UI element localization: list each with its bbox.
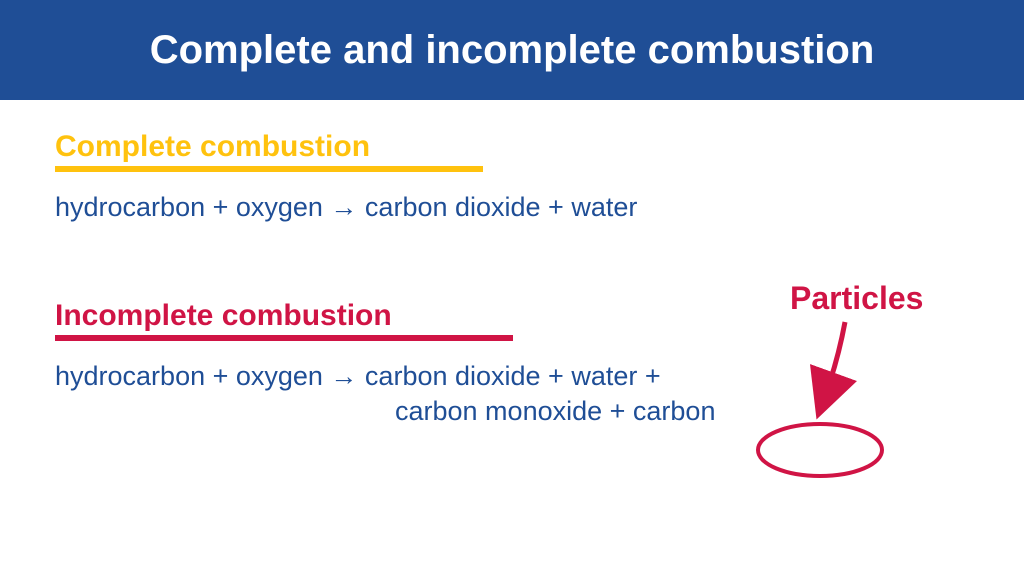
incomplete-equation-line2: carbon monoxide + carbon xyxy=(55,396,969,427)
particles-annotation: Particles xyxy=(790,280,923,317)
complete-equation: hydrocarbon + oxygen → carbon dioxide + … xyxy=(55,192,969,223)
complete-section: Complete combustion hydrocarbon + oxygen… xyxy=(55,130,969,223)
incomplete-underline xyxy=(55,335,513,341)
page-title: Complete and incomplete combustion xyxy=(150,28,875,73)
incomplete-section: Incomplete combustion hydrocarbon + oxyg… xyxy=(55,299,969,427)
carbon-highlight-ellipse xyxy=(758,424,882,476)
header-banner: Complete and incomplete combustion xyxy=(0,0,1024,100)
content-area: Complete combustion hydrocarbon + oxygen… xyxy=(0,100,1024,427)
incomplete-heading: Incomplete combustion xyxy=(55,299,392,333)
complete-underline xyxy=(55,166,483,172)
complete-heading: Complete combustion xyxy=(55,130,370,164)
incomplete-equation-line1: hydrocarbon + oxygen → carbon dioxide + … xyxy=(55,361,969,392)
